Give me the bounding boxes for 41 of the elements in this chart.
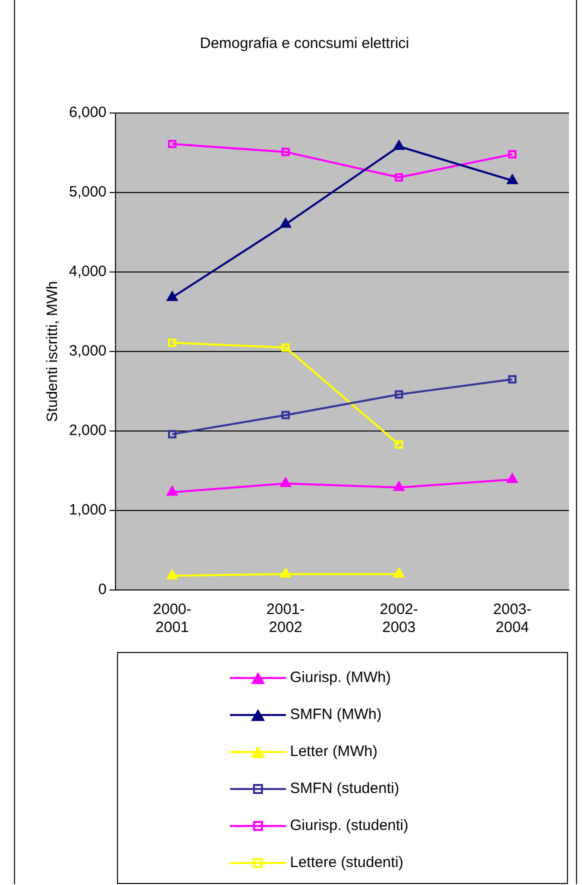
point [168, 140, 176, 148]
y-tick-label: 0 [98, 581, 107, 598]
y-tick-label: 3,000 [68, 342, 107, 360]
point [508, 150, 516, 159]
x-tick-label: 2001-2002 [266, 601, 305, 636]
point [281, 343, 290, 352]
y-tick-label: 5,000 [68, 184, 107, 201]
point [168, 430, 176, 438]
point [393, 140, 405, 150]
point [394, 173, 404, 182]
point [168, 338, 176, 347]
point [393, 480, 405, 491]
y-tick-label: 1,000 [68, 502, 107, 519]
point [280, 218, 292, 228]
legend-label: SMFN (studenti) [290, 780, 400, 797]
point [394, 390, 404, 399]
x-tick-label: 2002-2003 [380, 601, 418, 636]
y-tick-label: 6,000 [68, 104, 107, 122]
point [506, 472, 518, 483]
point [508, 375, 516, 384]
legend-label: Lettere (studenti) [290, 854, 404, 871]
x-tick-label: 2000-2001 [153, 601, 192, 636]
legend-label: Giurisp. (studenti) [290, 817, 408, 834]
point [281, 148, 290, 156]
legend-label: Giurisp. (MWh) [290, 669, 391, 686]
chart-title: Demografia e concsumi elettrici [200, 35, 410, 52]
legend-label: SMFN (MWh) [290, 706, 382, 723]
point [280, 568, 292, 578]
point [393, 568, 405, 578]
point [394, 440, 404, 449]
y-tick-label: 2,000 [68, 422, 107, 440]
point [506, 174, 518, 184]
point [166, 290, 178, 301]
point [280, 476, 292, 487]
legend-label: Letter (MWh) [290, 743, 378, 760]
point [166, 569, 178, 580]
point [166, 486, 178, 496]
y-axis-title: Studenti iscritti, MWh [44, 281, 62, 422]
point [281, 410, 290, 420]
x-tick-label: 2003-2004 [493, 601, 532, 636]
y-tick-label: 4,000 [68, 263, 107, 280]
